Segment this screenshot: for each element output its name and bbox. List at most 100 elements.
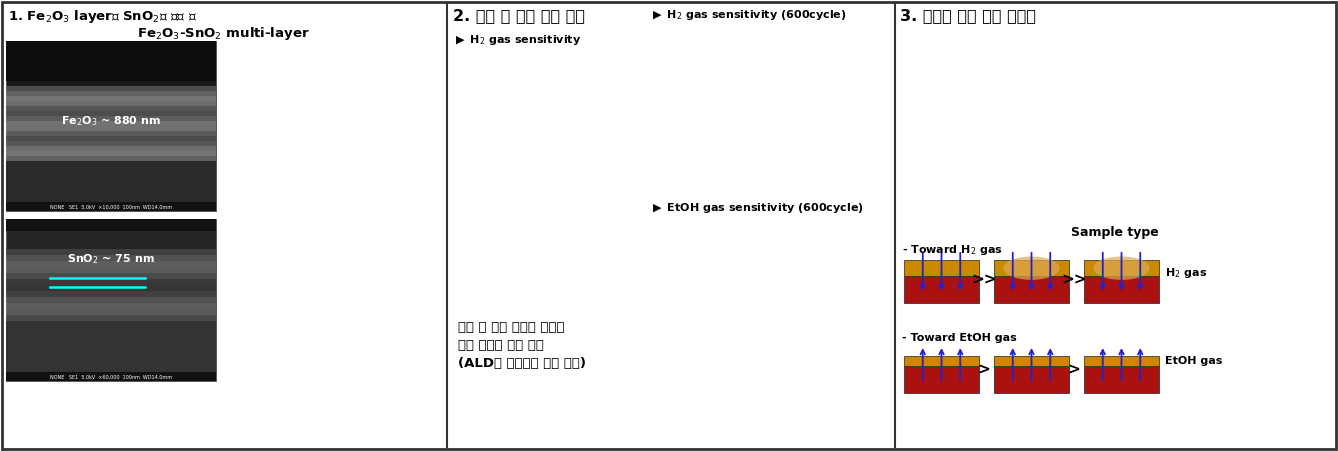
150cy: [567, 242, 583, 247]
X-axis label: number of Deposition: number of Deposition: [340, 217, 423, 226]
150cy: [494, 295, 510, 300]
Text: H$_2$ gas: H$_2$ gas: [1165, 266, 1207, 280]
150cy: [530, 282, 546, 288]
H$_2$ gas response: [1148, 76, 1164, 82]
Text: >: >: [978, 362, 990, 377]
Bar: [5, 279, 215, 285]
Text: 3. 두께에 따른 가스 선택성: 3. 두께에 따른 가스 선택성: [900, 8, 1036, 23]
Text: 100 ppm H₂: 100 ppm H₂: [773, 173, 811, 178]
Y-axis label: Resistance (Ω): Resistance (Ω): [618, 86, 626, 147]
Bar: [5, 321, 215, 381]
Bar: [5, 315, 215, 321]
Bar: [5, 116, 215, 121]
Text: Deposition rate
~ 88 nm/#: Deposition rate ~ 88 nm/#: [336, 88, 427, 110]
150cy: [640, 236, 656, 241]
Text: 1000 ppm H₂: 1000 ppm H₂: [662, 173, 702, 178]
Text: Fe$_2$O$_3$-SnO$_2$ multi-layer: Fe$_2$O$_3$-SnO$_2$ multi-layer: [136, 25, 309, 42]
Bar: [994, 260, 1069, 276]
Text: 250 ppm: 250 ppm: [739, 173, 767, 178]
150cy: [456, 341, 472, 347]
Text: SnO$_2$ ~ 75 nm: SnO$_2$ ~ 75 nm: [67, 252, 155, 266]
Line: 150cy: 150cy: [462, 235, 688, 347]
Bar: [994, 276, 1069, 303]
600cy: [494, 208, 510, 213]
600cy: [456, 273, 472, 278]
Bar: [5, 101, 215, 106]
Bar: [975, 226, 1009, 253]
Bar: [904, 260, 979, 276]
EtOH gas response: [1094, 88, 1111, 93]
Bar: [1084, 260, 1159, 276]
Text: Fe$_2$O$_3$ ~ 880 nm: Fe$_2$O$_3$ ~ 880 nm: [62, 114, 161, 128]
H$_2$ gas response: [985, 115, 1001, 120]
EtOH gas response: [929, 143, 945, 148]
Y-axis label: Gas selectivity ($S_{EtOH}/S_{H_2}$): Gas selectivity ($S_{EtOH}/S_{H_2}$): [1204, 91, 1218, 189]
150cy: [603, 239, 619, 244]
Text: $\blacktriangleright$ EtOH gas sensitivity (600cycle): $\blacktriangleright$ EtOH gas sensitivi…: [650, 201, 864, 215]
Text: $\blacktriangleright$ H$_2$ gas sensitivity (600cycle): $\blacktriangleright$ H$_2$ gas sensitiv…: [650, 8, 847, 22]
Ellipse shape: [1004, 257, 1060, 280]
Bar: [5, 136, 215, 141]
900cy: [567, 170, 583, 175]
Text: S=455.0  S=594.4  S=184.5  S=74.2  S=28.0: S=455.0 S=594.4 S=184.5 S=74.2 S=28.0: [662, 219, 788, 224]
Y-axis label: Gas response (Ra/Rg): Gas response (Ra/Rg): [416, 177, 425, 283]
Text: at 200 °C: at 200 °C: [814, 383, 843, 388]
H$_2$ gas response: [1094, 67, 1111, 73]
Bar: [5, 156, 215, 161]
Text: >>: >>: [971, 272, 997, 287]
900cy: [603, 184, 619, 190]
Bar: [1084, 366, 1159, 393]
Bar: [904, 366, 979, 393]
600cy: [530, 112, 546, 117]
Fe2O3: [640, 312, 656, 318]
Bar: [5, 202, 215, 211]
Bar: [5, 86, 215, 91]
Bar: [5, 161, 215, 211]
Bar: [5, 273, 215, 279]
900cy: [640, 222, 656, 227]
Text: 가장 최적의 조건 탐색: 가장 최적의 조건 탐색: [458, 339, 543, 352]
Y-axis label: Thickness (nm): Thickness (nm): [278, 272, 286, 330]
600cy: [603, 151, 619, 156]
600cy: [567, 148, 583, 154]
Text: 500 ppm H₂: 500 ppm H₂: [700, 173, 737, 178]
Text: 1. Fe$_2$O$_3$ layer와 SnO$_2$가 코팅 된: 1. Fe$_2$O$_3$ layer와 SnO$_2$가 코팅 된: [8, 8, 197, 25]
EtOH gas response: [1148, 93, 1164, 99]
Text: 100 ppm: 100 ppm: [773, 380, 801, 385]
X-axis label: Time (sec): Time (sec): [733, 411, 776, 420]
Bar: [1084, 355, 1159, 366]
Bar: [5, 267, 215, 273]
Bar: [5, 219, 215, 381]
Text: at 200 °C: at 200 °C: [814, 187, 843, 192]
Bar: [5, 255, 215, 261]
H$_2$ gas response: [929, 152, 945, 157]
Text: EtOH gas: EtOH gas: [1165, 356, 1223, 366]
Bar: [1085, 234, 1119, 253]
900cy: [456, 338, 472, 344]
Fe2O3: [530, 327, 546, 332]
Text: 1000 ppm EtOH: 1000 ppm EtOH: [662, 376, 712, 381]
Bar: [1140, 226, 1173, 253]
Fe2O3: [456, 350, 472, 356]
Text: - Toward H$_2$ gas: - Toward H$_2$ gas: [902, 243, 1004, 257]
Text: $\blacktriangleright$ H$_2$ gas sensitivity: $\blacktriangleright$ H$_2$ gas sensitiv…: [454, 33, 582, 47]
Line: H$_2$ gas response: H$_2$ gas response: [934, 66, 1160, 158]
Y-axis label: Gas response ($R_a/R_{ag}$): Gas response ($R_a/R_{ag}$): [864, 97, 876, 182]
Bar: [5, 146, 215, 151]
Bar: [5, 126, 215, 131]
150cy: [677, 239, 693, 244]
Text: >>: >>: [1061, 272, 1086, 287]
Bar: [1084, 276, 1159, 303]
Bar: [5, 141, 215, 146]
Text: 250 ppm EtOH: 250 ppm EtOH: [739, 380, 784, 385]
EtOH gas response: [1040, 100, 1056, 106]
Bar: [5, 309, 215, 315]
Fe2O3: [677, 314, 693, 320]
Bar: [5, 261, 215, 267]
Legend: H$_2$ gas response, EtOH gas response, EtOH gas selectivity: H$_2$ gas response, EtOH gas response, E…: [914, 31, 1005, 61]
Bar: [904, 276, 979, 303]
Text: Deposition rate
~ 0.083 nm/cycle: Deposition rate ~ 0.083 nm/cycle: [330, 272, 432, 294]
Bar: [5, 291, 215, 297]
Line: 600cy: 600cy: [462, 111, 688, 279]
Legend: Fe2O3, 150cy, 300cy, 600cy, 900cy: Fe2O3, 150cy, 300cy, 600cy, 900cy: [462, 94, 510, 151]
